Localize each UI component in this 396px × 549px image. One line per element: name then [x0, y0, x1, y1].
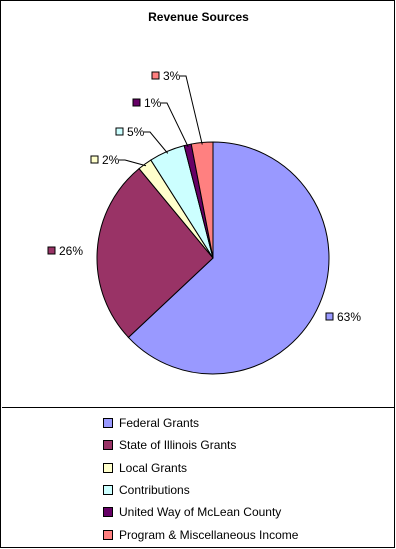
legend-swatch	[103, 529, 113, 540]
pie-slice-state-of-illinois-grants	[96, 167, 214, 339]
legend-label: United Way of McLean County	[119, 505, 282, 520]
data-label-program-and-miscellaneous-income: 3%	[151, 69, 181, 83]
data-label-swatch	[132, 98, 141, 107]
leader-line-contributions	[144, 131, 169, 154]
leader-line-united-way-of-mclean-county	[161, 102, 189, 147]
legend-item-state-of-illinois-grants: State of Illinois Grants	[103, 434, 298, 456]
legend-swatch	[103, 440, 113, 451]
legend-item-contributions: Contributions	[103, 479, 298, 501]
data-label-text: 1%	[144, 96, 162, 110]
legend-label: Federal Grants	[119, 416, 200, 431]
data-label-swatch	[47, 246, 56, 255]
legend-swatch	[103, 507, 113, 518]
data-label-federal-grants: 63%	[325, 310, 361, 324]
chart-title: Revenue Sources	[148, 10, 249, 24]
data-label-swatch	[90, 155, 99, 164]
legend-item-united-way-of-mclean-county: United Way of McLean County	[103, 501, 298, 523]
legend-item-federal-grants: Federal Grants	[103, 412, 298, 434]
legend-item-program-and-miscellaneous-income: Program & Miscellaneous Income	[103, 523, 298, 545]
data-label-text: 5%	[127, 125, 145, 139]
legend-item-local-grants: Local Grants	[103, 457, 298, 479]
legend-label: Program & Miscellaneous Income	[119, 527, 299, 542]
legend-divider	[2, 407, 395, 408]
data-label-text: 2%	[102, 153, 120, 167]
data-label-swatch	[151, 71, 160, 80]
pie-slice-federal-grants	[127, 141, 330, 375]
legend-label: Local Grants	[119, 460, 188, 475]
legend-label: State of Illinois Grants	[119, 438, 237, 453]
leader-line-program-and-miscellaneous-income	[180, 75, 203, 145]
pie-plot-area: 63% 26% 2% 5% 1%3%	[47, 69, 361, 375]
legend-label: Contributions	[119, 483, 190, 498]
data-label-swatch	[325, 312, 334, 321]
legend-swatch	[103, 462, 113, 473]
data-label-text: 26%	[59, 244, 83, 258]
legend-swatch	[103, 418, 113, 429]
data-label-swatch	[115, 127, 124, 136]
leader-line-local-grants	[119, 159, 147, 167]
data-label-state-of-illinois-grants: 26%	[47, 244, 83, 258]
data-label-local-grants: 2%	[90, 153, 120, 167]
legend: Federal Grants State of Illinois Grants Lo…	[103, 412, 298, 546]
data-label-text: 3%	[163, 69, 181, 83]
data-label-contributions: 5%	[115, 125, 145, 139]
data-label-text: 63%	[337, 310, 361, 324]
data-label-united-way-of-mclean-county: 1%	[132, 96, 162, 110]
legend-swatch	[103, 485, 113, 496]
